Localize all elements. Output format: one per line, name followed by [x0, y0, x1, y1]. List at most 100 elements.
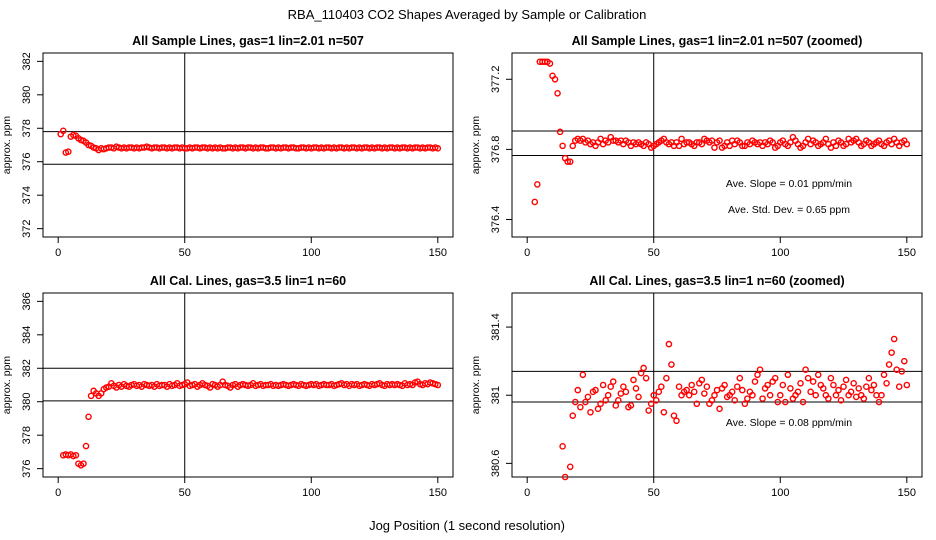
data-point — [888, 349, 895, 356]
x-tick-label: 100 — [771, 247, 789, 259]
data-point — [756, 366, 764, 373]
data-point — [903, 140, 911, 148]
data-point — [668, 361, 675, 368]
x-tick-label: 100 — [771, 487, 789, 499]
data-point — [574, 386, 582, 394]
data-point — [739, 386, 746, 394]
data-point — [890, 335, 898, 343]
data-point — [566, 158, 574, 165]
data-point — [716, 137, 723, 144]
data-point — [802, 366, 809, 373]
panel-title: All Sample Lines, gas=1 lin=2.01 n=507 — [132, 34, 364, 48]
y-tick-label: 380 — [21, 86, 33, 104]
data-point — [749, 391, 756, 399]
data-point — [855, 385, 863, 392]
data-point — [754, 371, 761, 379]
data-point — [759, 395, 766, 402]
data-point — [622, 388, 630, 396]
data-point — [822, 135, 830, 143]
y-tick-label: 380.6 — [490, 450, 502, 478]
data-point — [794, 388, 802, 396]
y-tick-label: 380 — [21, 393, 33, 411]
y-tick-label: 386 — [21, 292, 33, 310]
data-point — [814, 371, 822, 379]
x-tick-label: 50 — [648, 487, 660, 499]
data-point — [678, 135, 685, 143]
scatter-panel-4: All Cal. Lines, gas=3.5 lin=1 n=60 (zoom… — [470, 274, 923, 499]
y-tick-label: 376.8 — [490, 136, 502, 164]
y-tick-label: 376.4 — [490, 206, 502, 234]
plot-frame — [42, 52, 454, 238]
data-point — [721, 381, 728, 389]
data-point — [579, 371, 587, 379]
data-point — [698, 140, 706, 148]
data-point — [809, 378, 817, 385]
data-point — [635, 393, 642, 401]
data-point — [637, 369, 645, 377]
data-point — [751, 378, 759, 385]
data-point — [711, 391, 718, 399]
x-tick-label: 150 — [429, 487, 447, 499]
y-axis-label: approx. ppm — [470, 116, 482, 175]
data-point — [782, 398, 789, 406]
data-point — [645, 407, 652, 414]
x-tick-label: 0 — [524, 487, 530, 499]
data-point — [640, 364, 647, 372]
x-tick-label: 50 — [648, 247, 660, 259]
data-point — [766, 391, 774, 399]
data-point — [556, 128, 564, 136]
data-point — [739, 142, 746, 150]
data-point — [673, 417, 680, 425]
y-tick-label: 382 — [21, 359, 33, 377]
y-tick-label: 376 — [21, 153, 33, 171]
data-point — [614, 397, 622, 404]
data-point — [736, 374, 744, 382]
panel-title: All Cal. Lines, gas=3.5 lin=1 n=60 — [150, 274, 346, 288]
data-point — [688, 381, 695, 389]
data-point — [642, 374, 650, 382]
data-point — [895, 383, 903, 391]
data-point — [670, 412, 678, 419]
data-point — [559, 443, 566, 450]
data-point — [609, 378, 617, 385]
data-point — [885, 361, 893, 368]
x-tick-label: 150 — [429, 247, 447, 259]
data-point — [660, 408, 668, 416]
data-point — [698, 376, 706, 384]
data-point — [870, 381, 878, 389]
data-point — [840, 383, 847, 391]
data-point — [655, 388, 663, 396]
data-point — [837, 397, 845, 404]
data-point — [685, 391, 693, 399]
y-tick-label: 376 — [21, 459, 33, 477]
data-point — [807, 388, 814, 396]
scatter-panel-2: All Sample Lines, gas=1 lin=2.01 n=507 (… — [470, 34, 923, 259]
data-point — [594, 405, 602, 413]
data-point — [878, 391, 885, 399]
y-tick-label: 378 — [21, 119, 33, 137]
data-point — [582, 398, 589, 406]
data-point — [787, 385, 794, 392]
x-tick-label: 150 — [898, 247, 916, 259]
data-point — [832, 142, 840, 150]
data-point — [825, 395, 832, 402]
data-point — [703, 383, 711, 391]
data-point — [850, 379, 857, 387]
scatter-panel-1: All Sample Lines, gas=1 lin=2.01 n=507 ap… — [1, 34, 454, 259]
data-point — [812, 391, 820, 399]
x-tick-label: 100 — [302, 487, 320, 499]
data-point — [728, 388, 736, 396]
y-axis-label: approx. ppm — [1, 356, 13, 415]
data-point — [627, 402, 635, 409]
y-tick-label: 372 — [21, 219, 33, 237]
y-tick-label: 381.4 — [490, 313, 502, 341]
data-point — [784, 371, 792, 379]
data-point — [797, 379, 804, 387]
data-point — [804, 374, 812, 382]
data-point — [569, 142, 577, 150]
x-tick-label: 100 — [302, 247, 320, 259]
data-point — [799, 398, 807, 406]
x-tick-label: 50 — [179, 487, 191, 499]
data-point — [830, 381, 837, 389]
